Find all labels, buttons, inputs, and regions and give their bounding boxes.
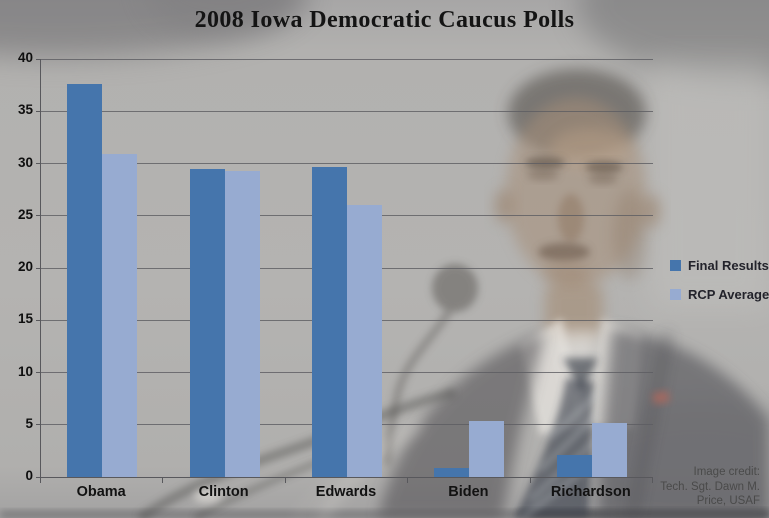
- legend-swatch-rcp-average: [670, 289, 681, 300]
- gridline-40: [41, 58, 653, 60]
- x-axis-label-obama: Obama: [76, 484, 126, 500]
- y-axis-label-10: 10: [17, 363, 33, 379]
- y-axis-tick-15: [36, 319, 40, 321]
- bar-rcp-average-obama: [102, 154, 138, 477]
- image-credit-line: Price, USAF: [696, 495, 760, 508]
- chart-title: 2008 Iowa Democratic Caucus Polls: [194, 7, 575, 33]
- bar-rcp-average-edwards: [347, 205, 382, 477]
- legend-item-rcp-average: RCP Average: [670, 287, 769, 302]
- bar-final-results-biden: [434, 467, 470, 477]
- x-axis-label-richardson: Richardson: [550, 484, 631, 500]
- y-axis-tick-0: [36, 476, 40, 478]
- bar-final-results-obama: [67, 84, 103, 477]
- y-axis-label-25: 25: [17, 206, 33, 222]
- x-axis-label-edwards: Edwards: [315, 484, 377, 500]
- y-axis-tick-40: [36, 58, 40, 60]
- legend-item-final-results: Final Results: [670, 258, 769, 273]
- y-axis-label-0: 0: [25, 468, 33, 483]
- bar-rcp-average-biden: [469, 420, 505, 477]
- bar-rcp-average-richardson: [591, 422, 627, 477]
- legend-swatch-final-results: [670, 260, 681, 271]
- y-axis-tick-20: [36, 267, 40, 269]
- bar-final-results-edwards: [312, 166, 347, 477]
- image-credit-line: Image credit:: [693, 465, 760, 478]
- bar-final-results-richardson: [556, 455, 592, 477]
- y-axis-tick-25: [36, 215, 40, 217]
- y-axis-label-40: 40: [17, 50, 33, 65]
- gridline-35: [41, 110, 653, 112]
- x-axis-tick: [407, 478, 409, 483]
- x-axis-tick: [652, 478, 653, 483]
- y-axis-tick-30: [36, 163, 40, 164]
- x-axis-label-biden: Biden: [448, 484, 489, 500]
- y-axis-tick-5: [36, 424, 40, 426]
- obama-portrait: [494, 69, 661, 340]
- bar-rcp-average-clinton: [224, 170, 260, 477]
- x-axis-tick: [284, 478, 286, 483]
- image-credit: Image credit: Tech. Sgt. Dawn M. Price, …: [660, 465, 760, 509]
- y-axis-tick-35: [36, 110, 40, 112]
- legend: Final Results RCP Average: [670, 258, 769, 316]
- gridline-30: [41, 163, 653, 164]
- bar-final-results-clinton: [189, 168, 225, 477]
- y-axis-label-35: 35: [17, 102, 33, 118]
- y-axis-tick-10: [36, 372, 40, 373]
- image-credit-line: Tech. Sgt. Dawn M.: [660, 480, 760, 493]
- legend-label-final-results: Final Results: [688, 258, 769, 273]
- y-axis-label-15: 15: [17, 311, 33, 327]
- flag-pin: [652, 391, 670, 404]
- plot-area: [40, 58, 653, 478]
- x-axis-tick: [529, 478, 531, 483]
- legend-label-rcp-average: RCP Average: [688, 287, 769, 302]
- y-axis-label-20: 20: [17, 259, 33, 274]
- x-axis-label-clinton: Clinton: [198, 484, 249, 500]
- y-axis-label-30: 30: [17, 154, 33, 170]
- x-axis-tick: [40, 478, 41, 483]
- y-axis-label-5: 5: [25, 415, 33, 431]
- x-axis-tick: [162, 478, 164, 483]
